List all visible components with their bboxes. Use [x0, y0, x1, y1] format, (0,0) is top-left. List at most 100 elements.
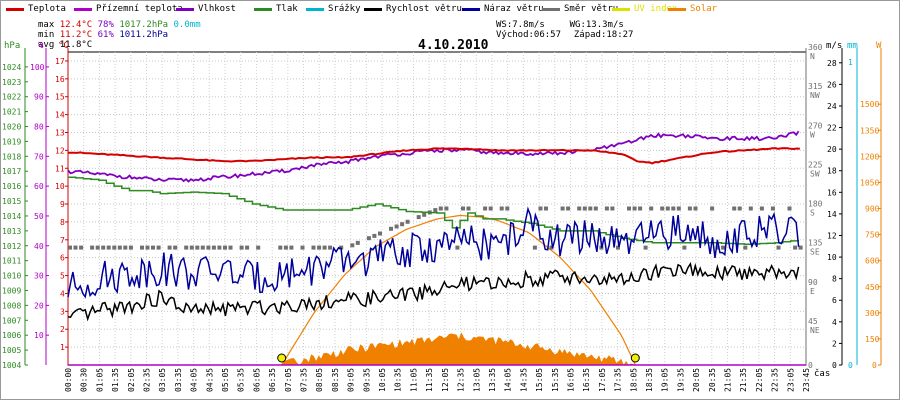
hpa-tick: 1024: [2, 63, 21, 72]
hpa-tick: 1019: [2, 137, 21, 146]
celsius-tick: 17: [55, 57, 65, 66]
direction-tick-name: NE: [810, 326, 820, 335]
celsius-tick: 15: [55, 93, 65, 102]
max-temp: 12.4°C: [59, 20, 93, 30]
hpa-tick: 1021: [2, 108, 21, 117]
hpa-tick: 1020: [2, 123, 21, 132]
ms-tick: 24: [827, 102, 837, 111]
legend-swatch: [306, 8, 324, 11]
wind-direction-mark: [488, 206, 493, 211]
wind-direction-mark: [721, 245, 726, 250]
legend-label: Směr větru: [564, 4, 619, 14]
x-tick-label: 12:35: [457, 368, 466, 392]
legend-swatch: [74, 8, 92, 11]
wind-gust-line: [67, 206, 800, 299]
wind-direction-mark: [693, 206, 698, 211]
direction-tick: 90: [808, 278, 818, 287]
ms-tick: 6: [832, 296, 837, 305]
wind-direction-mark: [461, 206, 465, 211]
wind-direction-mark: [355, 240, 360, 245]
wind-direction-mark: [322, 245, 327, 250]
ms-tick: 0: [832, 361, 837, 370]
wind-direction-mark: [256, 245, 261, 250]
hpa-tick: 1006: [2, 331, 21, 340]
wind-direction-mark: [189, 245, 194, 250]
x-tick-label: 06:05: [252, 368, 261, 392]
percent-tick: 80: [34, 123, 44, 132]
hpa-tick: 1005: [2, 346, 21, 355]
wind-direction-mark: [627, 206, 631, 211]
hpa-tick: 1018: [2, 152, 21, 161]
x-tick-label: 21:05: [723, 368, 732, 392]
solar-tick: 1500: [860, 100, 879, 109]
wind-direction-mark: [759, 206, 764, 211]
wind-speed-stat: WS:7.8m/s: [496, 20, 545, 30]
wind-direction-mark: [455, 245, 460, 250]
wind-direction-mark: [505, 206, 510, 211]
sunset-stat: Západ:18:27: [573, 30, 634, 40]
direction-tick-name: NW: [810, 91, 820, 100]
solar-tick: 1350: [860, 126, 879, 135]
min-pressure: 1011.2hPa: [119, 30, 169, 40]
percent-tick: 100: [30, 63, 45, 72]
percent-tick: 70: [34, 152, 44, 161]
wind-direction-mark: [616, 245, 620, 250]
direction-tick-name: W: [810, 130, 815, 139]
x-tick-label: 18:35: [645, 368, 654, 392]
solar-tick: 150: [865, 335, 880, 344]
x-tick-label: 04:35: [205, 368, 214, 392]
wind-direction-mark: [223, 245, 227, 250]
direction-tick: 225: [808, 160, 823, 169]
avg-temp: 11.8°C: [59, 40, 93, 50]
max-rain: 0.0mm: [173, 20, 201, 30]
solar-tick: 1200: [860, 152, 879, 161]
x-tick-label: 19:35: [676, 368, 685, 392]
x-tick-label: 11:05: [409, 368, 418, 392]
x-tick-label: 09:35: [362, 368, 371, 392]
percent-tick: 90: [34, 93, 44, 102]
min-temp: 11.2°C: [59, 30, 93, 40]
solar-tick: 300: [865, 309, 880, 318]
wind-direction-mark: [560, 206, 565, 211]
solar-tick: 0: [872, 361, 877, 370]
solar-tick: 1050: [860, 178, 879, 187]
wind-direction-mark: [538, 206, 543, 211]
ms-tick: 18: [827, 167, 837, 176]
solar-tick: 900: [865, 205, 880, 214]
ms-tick: 10: [827, 253, 837, 262]
percent-tick: 40: [34, 242, 44, 251]
wind-direction-mark: [156, 245, 161, 250]
legend-swatch: [364, 8, 382, 11]
x-tick-label: 19:05: [661, 368, 670, 392]
x-tick-label: 05:05: [221, 368, 230, 392]
ms-tick: 26: [827, 80, 837, 89]
hpa-tick: 1017: [2, 167, 21, 176]
x-tick-label: 22:05: [755, 368, 764, 392]
x-tick-label: 04:05: [190, 368, 199, 392]
wind-direction-mark: [145, 245, 150, 250]
wind-direction-mark: [350, 243, 355, 248]
hpa-tick: 1007: [2, 316, 21, 325]
wind-direction-mark: [239, 245, 244, 250]
hpa-tick: 1022: [2, 93, 21, 102]
wind-direction-mark: [715, 245, 720, 250]
wind-direction-mark: [444, 206, 449, 211]
mm-axis-label: mm: [847, 41, 858, 51]
percent-axis-label: %: [38, 41, 44, 51]
legend-label: Vlhkost: [198, 4, 236, 14]
percent-tick: 10: [34, 331, 44, 340]
wind-direction-mark: [184, 245, 189, 250]
x-tick-label: 07:05: [284, 368, 293, 392]
wind-direction-mark: [483, 206, 488, 211]
ms-tick: 4: [832, 318, 837, 327]
wind-direction-mark: [123, 245, 128, 250]
ms-tick: 16: [827, 188, 837, 197]
wind-direction-mark: [422, 212, 427, 217]
direction-tick: 135: [808, 239, 823, 248]
wind-direction-mark: [687, 206, 692, 211]
x-tick-label: 10:35: [394, 368, 403, 392]
wind-direction-mark: [776, 245, 781, 250]
wind-direction-mark: [405, 219, 410, 224]
wind-direction-mark: [167, 245, 172, 250]
ms-tick: 14: [827, 210, 837, 219]
